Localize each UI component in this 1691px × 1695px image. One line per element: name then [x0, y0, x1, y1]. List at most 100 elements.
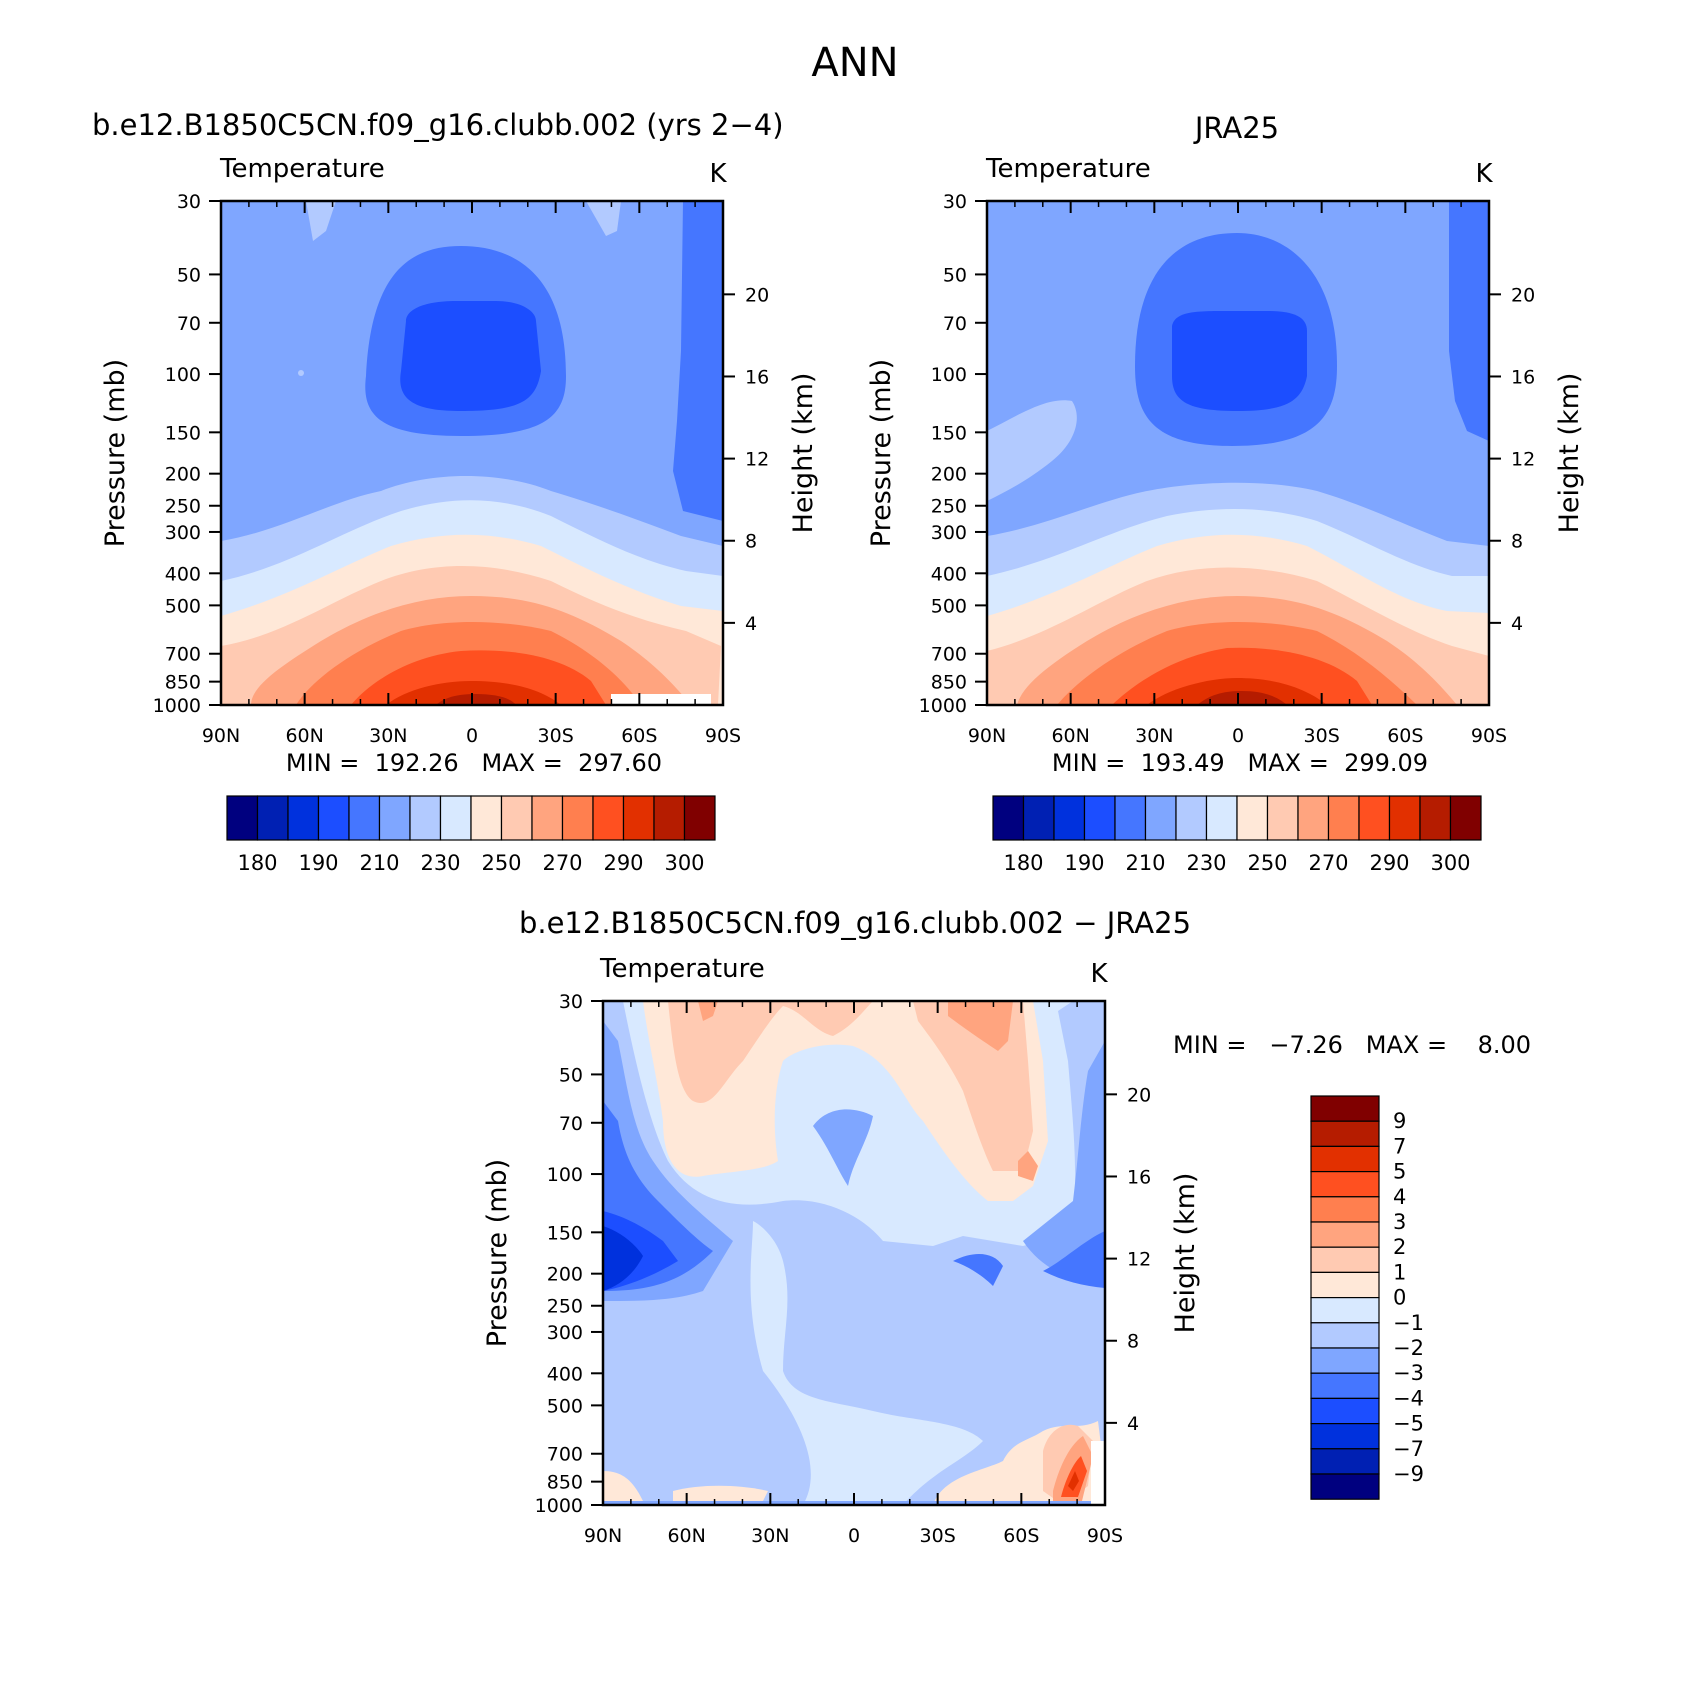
y2-axis-label: Height (km) — [1554, 373, 1585, 534]
colorbar-box — [561, 795, 594, 841]
colorbar-label: 290 — [603, 851, 643, 875]
colorbar-box — [1297, 795, 1330, 841]
variable-label: Temperature — [985, 154, 1151, 184]
band-neg-3-to-4-r — [1043, 1231, 1105, 1288]
y-tick-label: 250 — [547, 1296, 583, 1318]
y-tick-label: 500 — [547, 1395, 583, 1417]
band-1-to-2-a — [668, 1001, 873, 1103]
y-tick-label: 500 — [165, 595, 201, 617]
y-tick-label: 700 — [931, 644, 967, 666]
colorbar-box — [1310, 1271, 1380, 1299]
colorbar-box — [1175, 795, 1208, 841]
colorbar-box — [1144, 795, 1177, 841]
colorbar-obs: 180 190 210 230 250 270 290 300 — [992, 795, 1482, 875]
missing-data — [611, 694, 711, 705]
colorbar-box — [1310, 1196, 1380, 1223]
colorbar-box — [622, 795, 655, 841]
y2-tick-label: 12 — [1127, 1249, 1151, 1271]
colorbar-label: 180 — [1003, 851, 1043, 875]
y-tick-label: 300 — [931, 522, 967, 544]
x-tick-label: 60N — [667, 1525, 705, 1547]
y-tick-label: 70 — [177, 313, 201, 335]
x-tick-label: 30S — [920, 1525, 956, 1547]
panel-obs: JRA25 Temperature K 90N 60N 30N — [866, 111, 1585, 777]
band-neg-3-to-4-small — [953, 1254, 1003, 1286]
colorbar-label: 270 — [542, 851, 582, 875]
variable-label: Temperature — [599, 954, 765, 984]
colorbar-box — [1388, 795, 1421, 841]
colorbar-label: 230 — [1186, 851, 1226, 875]
colorbar-label: −4 — [1393, 1386, 1424, 1410]
y-tick-label: 100 — [931, 364, 967, 386]
y-tick-label: 150 — [931, 422, 967, 444]
band-200-blob2 — [586, 201, 621, 236]
x-tick-label: 30N — [751, 1525, 789, 1547]
y-tick-label: 250 — [931, 496, 967, 518]
x-tick-label: 90S — [1471, 725, 1507, 747]
band-220-ne — [1449, 201, 1489, 441]
colorbar-label: 5 — [1393, 1160, 1406, 1184]
x-tick-label: 0 — [848, 1525, 860, 1547]
min-max-label: MIN = 193.49 MAX = 299.09 — [1052, 749, 1428, 777]
y-tick-label: 50 — [177, 264, 201, 286]
colorbar-label: 180 — [237, 851, 277, 875]
band-2-to-3-a — [948, 1001, 1013, 1051]
colorbar-box — [683, 795, 716, 841]
units-label: K — [1090, 959, 1108, 989]
x-tick-label: 30N — [369, 725, 407, 747]
figure-title: ANN — [811, 40, 898, 86]
x-tick-label: 90S — [1087, 1525, 1123, 1547]
colorbar-box — [1310, 1120, 1380, 1148]
y-tick-label: 200 — [165, 464, 201, 486]
colorbar-label: 300 — [664, 851, 704, 875]
y2-tick-label: 4 — [1511, 613, 1523, 635]
y-axis-label: Pressure (mb) — [866, 359, 897, 547]
y-axis-label: Pressure (mb) — [100, 359, 131, 547]
y2-tick-label: 4 — [745, 613, 757, 635]
colorbar-box — [439, 795, 472, 841]
y2-tick-label: 20 — [745, 284, 769, 306]
y-tick-label: 200 — [547, 1264, 583, 1286]
colorbar-box — [378, 795, 411, 841]
band-2-to-3-b — [698, 1001, 718, 1021]
variable-label: Temperature — [219, 154, 385, 184]
x-tick-label: 0 — [1232, 725, 1244, 747]
y2-tick-label: 16 — [1511, 366, 1535, 388]
missing-data — [1091, 1441, 1105, 1505]
band-297 — [1197, 691, 1287, 705]
colorbar-box — [348, 795, 381, 841]
colorbar-box — [1083, 795, 1116, 841]
min-max-label: MIN = 192.26 MAX = 297.60 — [286, 749, 662, 777]
colorbar-box — [1310, 1095, 1380, 1122]
y-tick-label: 250 — [165, 496, 201, 518]
y-axis-label: Pressure (mb) — [482, 1159, 513, 1347]
colorbar-box — [1310, 1397, 1380, 1425]
y-tick-label: 700 — [165, 644, 201, 666]
colorbar-label: 250 — [481, 851, 521, 875]
y-tick-label: 700 — [547, 1444, 583, 1466]
band-neg-2-to-3-r — [1023, 1041, 1105, 1286]
colorbar-box — [1114, 795, 1147, 841]
units-label: K — [1475, 159, 1493, 189]
band-2-to-3-c — [1018, 1151, 1038, 1181]
y-tick-label: 50 — [943, 264, 967, 286]
colorbar-box — [1310, 1473, 1380, 1500]
band-neg-1-to-2 — [603, 1001, 1105, 1505]
y-tick-label: 850 — [931, 672, 967, 694]
x-tick-label: 60S — [1003, 1525, 1039, 1547]
y-tick-label: 100 — [547, 1164, 583, 1186]
colorbar-box — [256, 795, 289, 841]
colorbar-label: 7 — [1393, 1134, 1406, 1158]
y2-tick-label: 8 — [1127, 1331, 1139, 1353]
colorbar-box — [1310, 1372, 1380, 1400]
y-tick-label: 850 — [165, 672, 201, 694]
y2-tick-label: 16 — [1127, 1166, 1151, 1188]
colorbar-label: −9 — [1393, 1462, 1424, 1486]
y2-axis-label: Height (km) — [788, 373, 819, 534]
axes: 90N 60N 30N 0 30S 60S 90S 30 50 70 100 150 200 250 300… — [153, 191, 770, 747]
x-tick-label: 60N — [1051, 725, 1089, 747]
y-tick-label: 70 — [943, 313, 967, 335]
colorbar-box — [1310, 1347, 1380, 1374]
